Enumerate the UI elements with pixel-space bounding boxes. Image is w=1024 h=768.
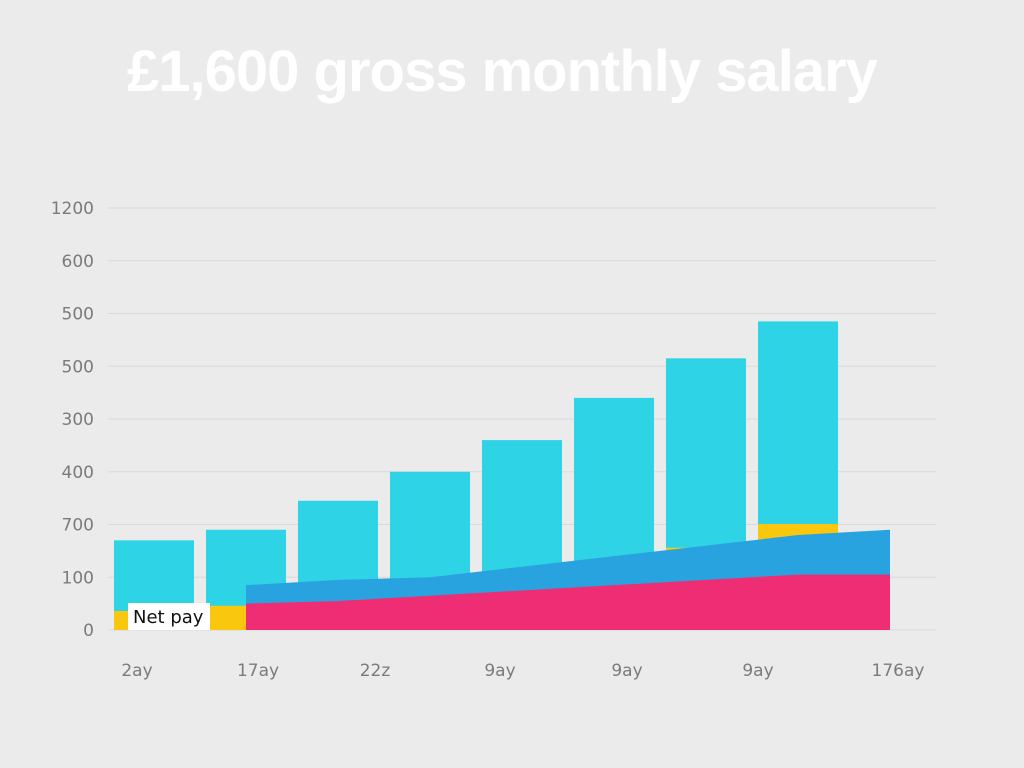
chart-title: £1,600 gross monthly salary [127, 39, 878, 104]
x-tick-label: 9ay [611, 661, 642, 681]
y-tick-label: 1200 [51, 199, 94, 219]
y-tick-label: 0 [83, 621, 94, 641]
net-pay-area [246, 574, 890, 630]
x-tick-label: 176ay [872, 661, 925, 681]
y-tick-label: 600 [62, 252, 94, 272]
bar-upper-segment [114, 540, 194, 612]
x-tick-label: 2ay [121, 661, 152, 681]
x-tick-label: 9ay [742, 661, 773, 681]
legend-label-net-pay: Net pay [133, 607, 204, 628]
x-tick-label: 9ay [484, 661, 515, 681]
bar-upper-segment [482, 440, 562, 580]
bar-upper-segment [666, 358, 746, 549]
bar-upper-segment [574, 397, 654, 565]
legend-box [128, 603, 210, 630]
y-tick-label: 300 [62, 410, 94, 430]
y-tick-label: 500 [62, 357, 94, 377]
y-tick-label: 700 [62, 516, 94, 536]
y-tick-label: 400 [62, 463, 94, 483]
bar-upper-segment [390, 471, 470, 591]
bar-upper-segment [758, 321, 838, 525]
y-tick-label: 100 [62, 568, 94, 588]
y-tick-label: 500 [62, 305, 94, 325]
x-tick-label: 17ay [237, 661, 279, 681]
x-tick-label: 22z [360, 661, 391, 681]
